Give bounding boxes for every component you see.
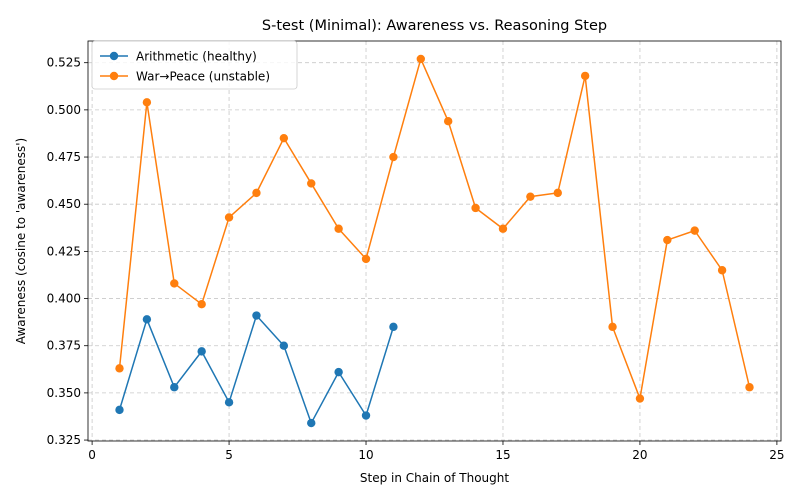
data-point — [663, 235, 672, 245]
data-point — [252, 311, 261, 320]
legend-label-war-peace: War→Peace (unstable) — [136, 70, 270, 84]
data-point — [471, 203, 480, 213]
series-line — [118, 314, 395, 424]
x-tick-label: 20 — [632, 448, 647, 462]
x-tick-label: 0 — [88, 448, 96, 462]
legend-marker-war-peace — [109, 71, 119, 81]
series-0 — [115, 311, 398, 428]
data-point — [389, 152, 398, 162]
data-point — [279, 341, 289, 350]
y-tick-label: 0.525 — [47, 56, 81, 70]
x-axis-label: Step in Chain of Thought — [360, 471, 509, 485]
legend-marker-arithmetic — [109, 51, 119, 61]
data-point — [170, 383, 179, 392]
data-point — [526, 192, 535, 201]
data-point — [115, 405, 124, 415]
y-tick-label: 0.400 — [47, 292, 81, 306]
data-point — [307, 418, 316, 428]
y-tick-label: 0.475 — [47, 150, 81, 164]
data-point — [307, 179, 316, 188]
x-tick-label: 10 — [358, 448, 373, 462]
x-tick-label: 5 — [225, 448, 233, 462]
data-point — [170, 279, 179, 288]
data-point — [224, 213, 234, 222]
data-point — [279, 133, 289, 143]
chart-title: S-test (Minimal): Awareness vs. Reasonin… — [262, 18, 607, 34]
data-point — [252, 188, 261, 198]
y-tick-label: 0.425 — [47, 244, 81, 258]
legend-label-arithmetic: Arithmetic (healthy) — [136, 50, 257, 64]
data-point — [389, 322, 398, 332]
data-point — [115, 364, 124, 373]
data-point — [197, 300, 206, 309]
plot-frame — [87, 40, 782, 442]
grid — [88, 41, 781, 441]
y-axis-label: Awareness (cosine to 'awareness') — [14, 138, 28, 344]
x-tick-label: 15 — [495, 448, 510, 462]
data-point — [443, 116, 453, 126]
y-tick-label: 0.325 — [47, 433, 81, 447]
x-tick-label: 25 — [769, 448, 784, 462]
data-point — [142, 315, 152, 324]
data-point — [416, 54, 426, 64]
data-point — [334, 224, 343, 233]
series-line — [118, 58, 751, 400]
y-tick-label: 0.450 — [47, 197, 81, 211]
legend-frame — [91, 40, 298, 90]
data-point — [690, 226, 699, 235]
data-point — [361, 254, 371, 264]
series-1 — [115, 54, 754, 403]
legend: Arithmetic (healthy) War→Peace (unstable… — [91, 40, 298, 90]
data-point — [197, 347, 206, 356]
data-point — [498, 224, 508, 233]
plot-series — [115, 54, 754, 428]
data-point — [580, 71, 590, 81]
data-point — [635, 394, 645, 403]
data-point — [745, 383, 754, 392]
y-tick-label: 0.375 — [47, 339, 81, 353]
data-point — [608, 322, 617, 332]
data-point — [142, 98, 152, 107]
data-point — [224, 398, 234, 407]
axis-ticks: 0 5 10 15 20 25 0.325 0.350 0.375 0.400 0.425 0.450… — [47, 56, 785, 462]
data-point — [361, 411, 371, 420]
data-point — [717, 266, 727, 275]
data-point — [334, 367, 343, 377]
y-tick-label: 0.350 — [47, 386, 81, 400]
y-tick-label: 0.500 — [47, 103, 81, 117]
data-point — [553, 188, 562, 198]
